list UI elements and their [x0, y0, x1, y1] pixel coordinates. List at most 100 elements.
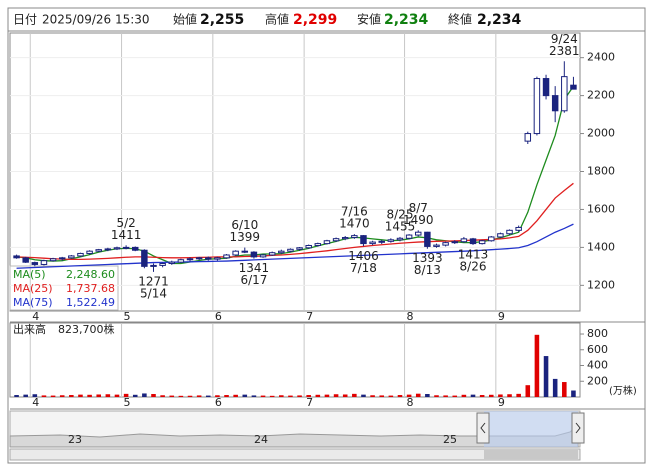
candle-body — [232, 250, 239, 256]
annotation-value: 1393 — [412, 251, 443, 265]
y-tick-label: 2400 — [587, 51, 615, 64]
candle-body — [278, 250, 285, 254]
header-label: 終値 — [448, 12, 472, 27]
handle-arrow — [575, 422, 581, 434]
candle-body — [77, 252, 84, 257]
annotation-date: 8/7 — [409, 201, 428, 215]
candle-body — [405, 234, 413, 239]
candle-body — [205, 257, 212, 260]
volume-label: 出来高 — [13, 322, 46, 336]
candle-body — [524, 133, 532, 142]
candle-body — [442, 242, 449, 246]
volume-bar — [379, 395, 385, 397]
candle-body — [497, 233, 504, 238]
year-label: 24 — [254, 433, 268, 446]
scrollbar-thumb[interactable] — [484, 450, 578, 459]
annotation-date: 7/16 — [341, 205, 368, 219]
candle-body — [323, 240, 331, 245]
volume-bar — [461, 394, 467, 397]
volume-bar — [23, 394, 28, 397]
volume-bar — [187, 395, 193, 397]
volume-bar — [14, 395, 19, 397]
volume-bar — [361, 394, 366, 397]
candle-body — [95, 249, 102, 252]
volume-bar — [142, 393, 147, 397]
candle-body — [259, 254, 267, 258]
annotation-value: 1490 — [403, 213, 434, 227]
candle-body — [332, 238, 340, 242]
y-tick-label: 2200 — [587, 89, 615, 102]
annotation-value: 2381 — [549, 44, 580, 58]
candle-body — [378, 240, 385, 243]
annotation-date: 8/13 — [414, 263, 441, 277]
navigator-handle[interactable] — [476, 412, 490, 444]
volume-bar — [215, 395, 220, 397]
volume-bar — [315, 394, 321, 397]
candle-body — [58, 257, 66, 260]
navigator-selection[interactable] — [484, 411, 578, 447]
candle-body — [360, 235, 367, 245]
navigator-handle[interactable] — [571, 412, 585, 444]
candle-body — [223, 254, 230, 259]
candle-body — [168, 261, 175, 265]
annotation-date: 8/25 — [387, 207, 414, 221]
annotation-date: 7/18 — [350, 261, 377, 275]
volume-bar — [224, 395, 229, 397]
legend-value: 2,248.60 — [66, 268, 115, 281]
volume-bar — [233, 394, 238, 397]
date-label: 日付 — [13, 13, 37, 27]
volume-bar — [324, 394, 330, 397]
ma-line — [16, 223, 574, 269]
x-tick-label: 8 — [407, 396, 414, 409]
volume-bar — [443, 395, 448, 397]
annotation-value: 1411 — [111, 228, 142, 242]
volume-bar — [242, 394, 248, 397]
volume-bar — [78, 394, 83, 397]
volume-bar — [479, 395, 485, 397]
header-value: 2,234 — [477, 12, 522, 28]
candle-body — [469, 238, 477, 245]
volume-bar — [552, 378, 558, 397]
candle-body — [13, 255, 20, 259]
volume-bar — [534, 334, 540, 397]
volume-bar — [205, 395, 211, 397]
volume-bar — [50, 395, 56, 397]
candle-body — [177, 259, 185, 263]
volume-bar — [59, 395, 65, 397]
candle-body — [287, 248, 294, 252]
x-tick-label: 4 — [32, 396, 39, 409]
volume-bar — [352, 393, 357, 397]
volume-bar — [543, 356, 549, 397]
candle-body — [341, 237, 349, 240]
annotation-value: 1406 — [348, 249, 379, 263]
legend-value: 1,737.68 — [66, 282, 115, 295]
x-tick-label: 7 — [306, 310, 313, 323]
annotation-value: 1455 — [385, 219, 416, 233]
annotation-value: 1470 — [339, 217, 370, 231]
volume-bar — [160, 395, 165, 397]
handle-arrow — [480, 422, 486, 434]
candle-body — [314, 243, 322, 246]
y-tick-label: 200 — [587, 374, 608, 387]
volume-bar — [397, 395, 403, 397]
y-tick-label: 1600 — [587, 202, 615, 215]
candle-body — [68, 255, 75, 259]
candle-body — [113, 247, 121, 250]
annotation-date: 5/2 — [116, 216, 135, 230]
x-tick-label: 5 — [124, 310, 131, 323]
x-tick-label: 4 — [32, 310, 39, 323]
volume-bar — [69, 395, 74, 397]
header-value: 2,299 — [293, 12, 337, 28]
y-tick-label: 600 — [587, 343, 608, 356]
header-label: 始値 — [173, 12, 197, 27]
volume-bar — [178, 395, 184, 397]
volume-bar — [425, 394, 430, 397]
candle-body — [451, 241, 458, 244]
candle-body — [214, 257, 221, 260]
candle-body — [104, 248, 112, 251]
volume-bar — [571, 390, 576, 397]
candle-body — [305, 244, 312, 249]
volume-bar — [507, 394, 512, 397]
scrollbar[interactable] — [9, 448, 581, 461]
candle-body — [542, 78, 550, 97]
